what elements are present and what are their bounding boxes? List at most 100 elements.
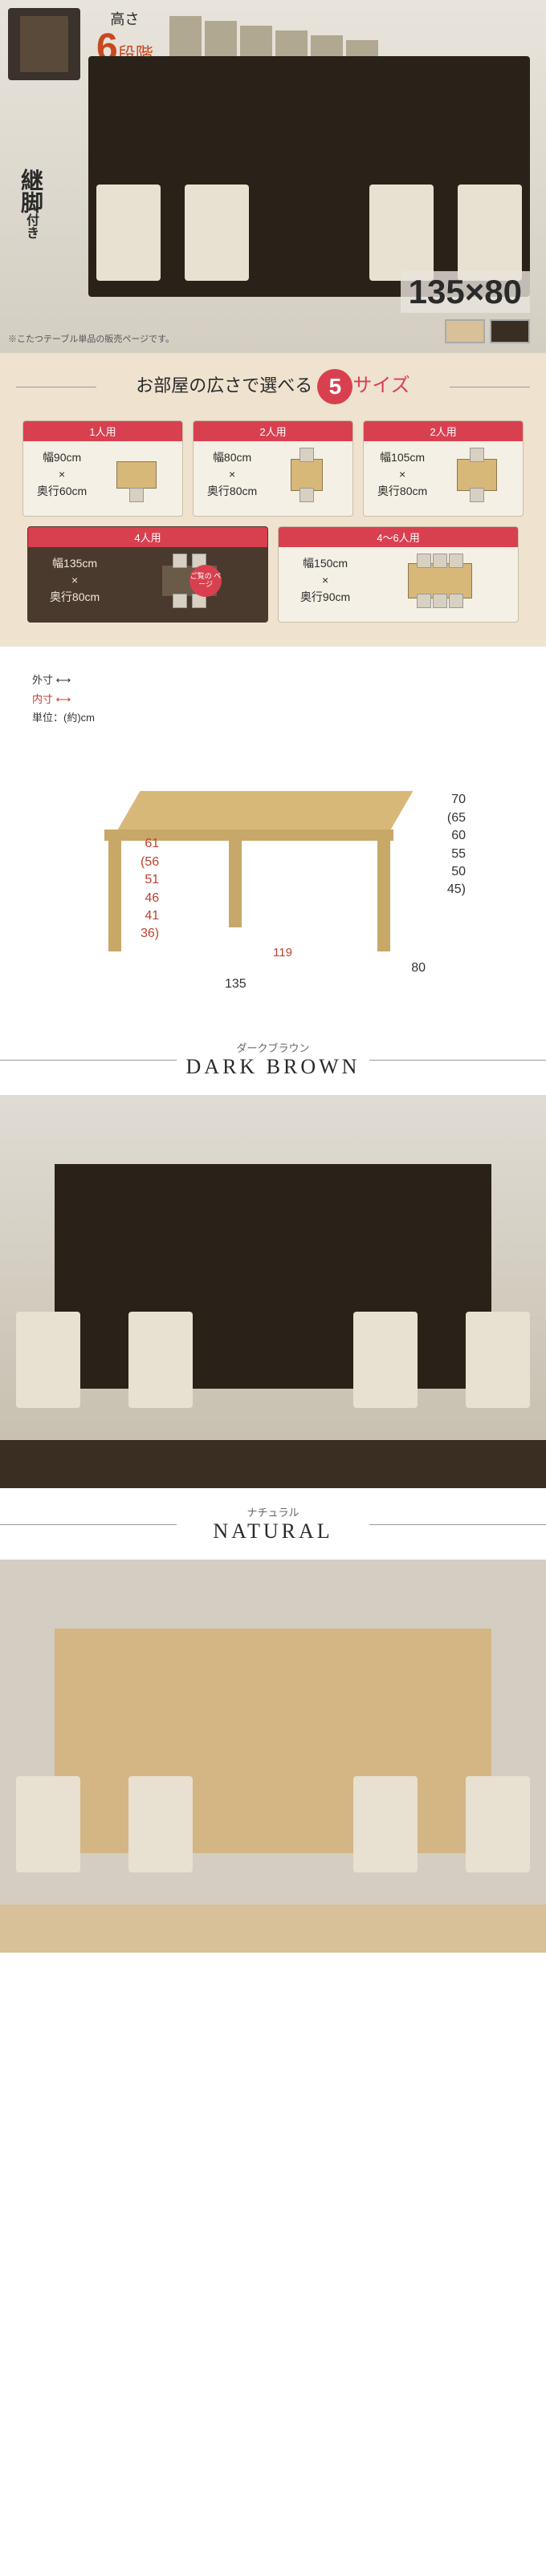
- table-leg-shape: [229, 839, 242, 927]
- chair-icon: [129, 488, 144, 502]
- table-illustration: [55, 1629, 491, 1853]
- size-card-body: 幅90cm×奥行60cm: [23, 441, 182, 508]
- arrow-icon: ⟷: [56, 674, 71, 686]
- size-card[interactable]: 4人用幅135cm×奥行80cm ご覧の ページ: [27, 526, 268, 623]
- dimensions-section: 外寸 ⟷ 内寸 ⟷ 単位：(約)cm 70(6560555045) 61(565…: [0, 647, 546, 1024]
- hero-product-image: [88, 56, 530, 297]
- size-card-body: 幅150cm×奥行90cm: [279, 547, 518, 614]
- chair-illustration: [128, 1776, 193, 1872]
- outer-height-value: (65: [447, 809, 466, 827]
- size-card-dimensions: 幅90cm×奥行60cm: [37, 449, 87, 500]
- leg-height-icon: [169, 16, 202, 56]
- chair-icon: [417, 594, 431, 608]
- chair-icon: [173, 594, 187, 608]
- size-card-persons: 4人用: [28, 527, 267, 547]
- outer-height-value: 70: [447, 791, 466, 809]
- size-card-grid: 1人用幅90cm×奥行60cm2人用幅80cm×奥行80cm2人用幅105cm×…: [0, 420, 546, 623]
- color-lifestyle-image: [0, 1560, 546, 1905]
- chair-illustration: [96, 185, 161, 281]
- size-card-diagram: ご覧の ページ: [133, 557, 246, 605]
- leg-height-icon: [275, 30, 308, 56]
- size-title-number: 5: [317, 369, 352, 404]
- color-name-en: DARK BROWN: [0, 1055, 546, 1079]
- color-name-jp: ダークブラウン: [0, 1040, 546, 1055]
- size-card[interactable]: 4〜6人用幅150cm×奥行90cm: [278, 526, 519, 623]
- inner-height-value: 51: [141, 871, 159, 889]
- color-lifestyle-image: [0, 1095, 546, 1440]
- inner-height-value: 41: [141, 907, 159, 925]
- current-page-badge: ご覧の ページ: [189, 565, 222, 597]
- legend-outer: 外寸: [32, 674, 53, 686]
- inner-height-value: 36): [141, 925, 159, 943]
- inner-width-measurement: 119: [273, 946, 292, 959]
- color-header: ダークブラウンDARK BROWN: [0, 1024, 546, 1095]
- chair-illustration: [466, 1312, 530, 1408]
- leg-attach-label: 継脚付き: [14, 168, 47, 239]
- size-card-dimensions: 幅135cm×奥行80cm: [50, 555, 100, 606]
- table-rect-icon: [291, 459, 323, 491]
- table-leg-shape: [377, 839, 390, 951]
- chair-illustration: [353, 1776, 418, 1872]
- color-strip: [0, 1440, 546, 1488]
- chair-icon: [433, 594, 447, 608]
- leg-label-suffix: 付き: [24, 213, 38, 239]
- chair-illustration: [128, 1312, 193, 1408]
- hero-thumbnail: [8, 8, 80, 80]
- size-card-persons: 1人用: [23, 421, 182, 441]
- chair-icon: [449, 594, 463, 608]
- inner-height-value: 46: [141, 890, 159, 907]
- color-swatches: [445, 319, 530, 343]
- size-card-dimensions: 幅150cm×奥行90cm: [300, 555, 350, 606]
- color-name-jp: ナチュラル: [0, 1504, 546, 1519]
- color-swatch[interactable]: [445, 319, 485, 343]
- outer-height-value: 60: [447, 827, 466, 845]
- size-card-persons: 4〜6人用: [279, 527, 518, 547]
- table-rect-icon: [116, 461, 157, 489]
- size-title-suffix: サイズ: [352, 375, 410, 396]
- size-card[interactable]: 2人用幅80cm×奥行80cm: [193, 420, 353, 517]
- hero-thumbnail-inner: [20, 16, 68, 72]
- color-variant-section: ダークブラウンDARK BROWN: [0, 1024, 546, 1488]
- chair-icon: [470, 488, 484, 502]
- color-header: ナチュラルNATURAL: [0, 1488, 546, 1560]
- outer-height-value: 55: [447, 846, 466, 863]
- color-name-en: NATURAL: [0, 1519, 546, 1544]
- size-title-prefix: お部屋の広さで選べる: [136, 375, 312, 396]
- chair-illustration: [458, 185, 522, 281]
- outer-height-value: 45): [447, 881, 466, 899]
- color-strip: [0, 1905, 546, 1953]
- size-selection-section: お部屋の広さで選べる 5サイズ 1人用幅90cm×奥行60cm2人用幅80cm×…: [0, 353, 546, 647]
- size-card-diagram: [275, 451, 339, 499]
- legend-inner: 内寸: [32, 693, 53, 705]
- size-card[interactable]: 1人用幅90cm×奥行60cm: [22, 420, 183, 517]
- color-swatch[interactable]: [490, 319, 530, 343]
- inner-height-value: 61: [141, 835, 159, 853]
- chair-icon: [417, 554, 431, 568]
- size-card-diagram: [104, 451, 169, 499]
- hero-disclaimer: ※こたつテーブル単品の販売ページです。: [8, 332, 174, 345]
- leg-height-icons: [169, 16, 378, 56]
- size-card-dimensions: 幅80cm×奥行80cm: [207, 449, 257, 500]
- outer-height-value: 50: [447, 863, 466, 881]
- width-measurement: 135: [225, 977, 247, 992]
- size-card[interactable]: 2人用幅105cm×奥行80cm: [363, 420, 524, 517]
- size-card-dimensions: 幅105cm×奥行80cm: [377, 449, 427, 500]
- inner-height-value: (56: [141, 854, 159, 871]
- size-card-body: 幅80cm×奥行80cm: [194, 441, 352, 508]
- table-rect-icon: [457, 459, 497, 491]
- chair-icon: [299, 448, 314, 462]
- table-leg-shape: [108, 839, 121, 951]
- color-variant-section: ナチュラルNATURAL: [0, 1488, 546, 1953]
- chair-illustration: [369, 185, 434, 281]
- chair-icon: [173, 554, 187, 568]
- size-card-diagram: [384, 557, 496, 605]
- chair-icon: [470, 448, 484, 462]
- dimensions-diagram: 70(6560555045) 61(5651464136) 135 80 119: [32, 743, 514, 1000]
- size-card-body: 幅135cm×奥行80cm ご覧の ページ: [28, 547, 267, 614]
- size-card-diagram: [445, 451, 509, 499]
- chair-icon: [449, 554, 463, 568]
- depth-measurement: 80: [411, 961, 426, 976]
- chair-illustration: [185, 185, 249, 281]
- chair-illustration: [16, 1312, 80, 1408]
- height-measurements: 70(6560555045): [447, 791, 466, 899]
